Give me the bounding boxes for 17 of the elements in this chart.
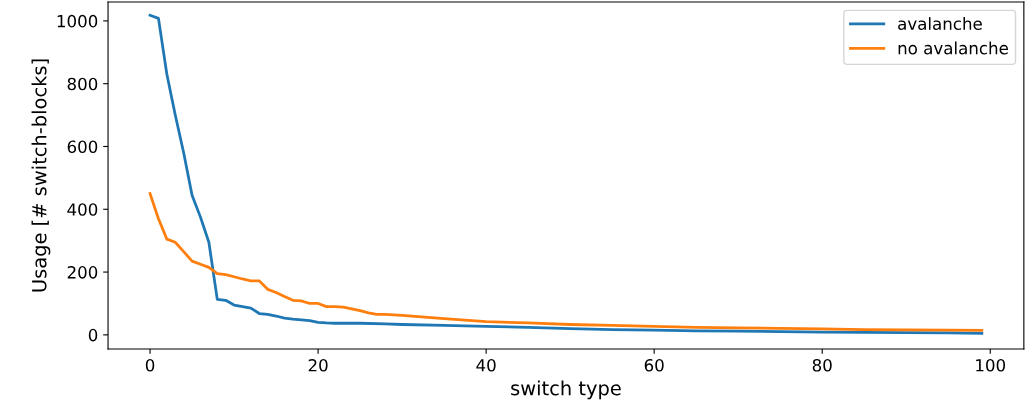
y-axis-title: Usage [# switch-blocks]: [31, 59, 51, 292]
y-tick-label: 200: [67, 266, 98, 279]
y-tick-label: 600: [67, 140, 98, 154]
x-tick-label: 80: [812, 359, 832, 372]
x-tick-label: 0: [145, 359, 155, 372]
y-tick-label: 800: [67, 77, 98, 91]
x-axis-title: switch type: [511, 380, 621, 400]
legend-label: avalanche: [898, 17, 982, 30]
x-tick-label: 20: [308, 359, 328, 372]
line-series: [148, 192, 984, 332]
legend-label: no avalanche: [898, 41, 1008, 55]
x-tick-label: 60: [644, 359, 664, 372]
y-tick-label: 400: [67, 203, 98, 216]
y-tick-label: 1000: [57, 14, 98, 28]
x-tick-label: 40: [476, 359, 496, 372]
y-tick-label: 0: [88, 328, 98, 342]
x-tick-label: 100: [976, 359, 1006, 372]
